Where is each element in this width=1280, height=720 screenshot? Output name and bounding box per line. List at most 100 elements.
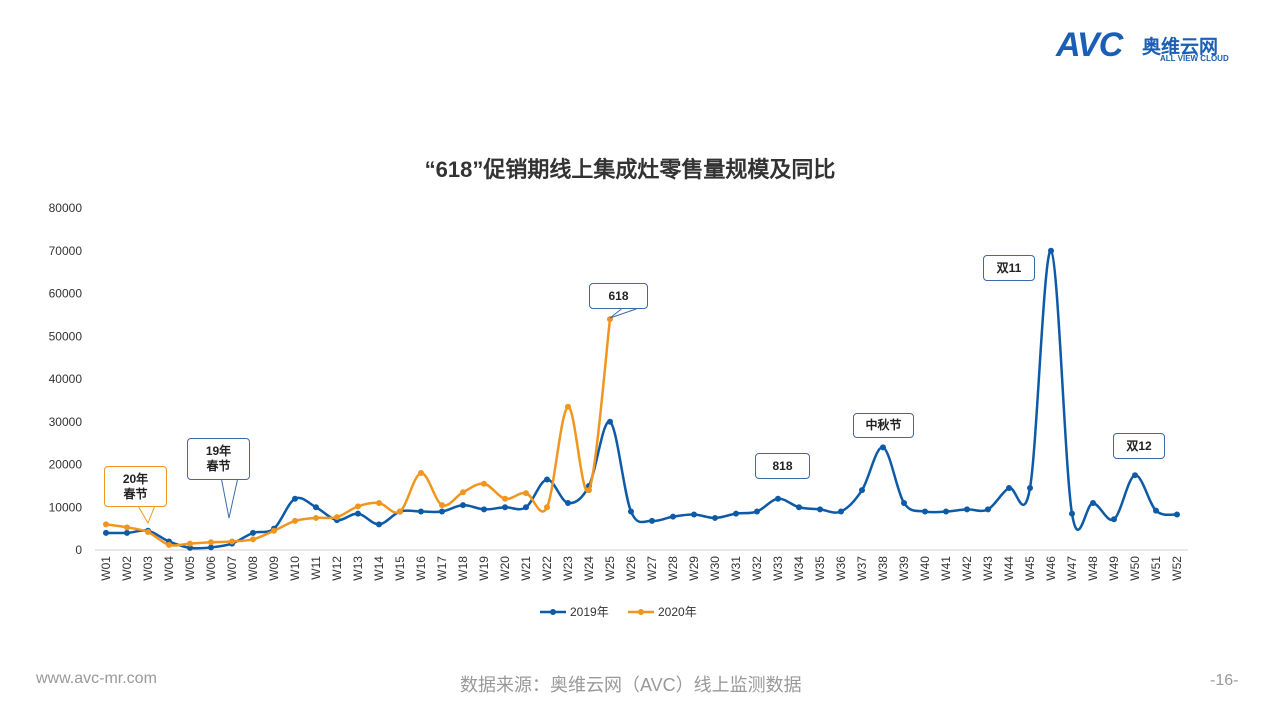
data-point: [145, 529, 151, 536]
data-point: [355, 510, 361, 517]
legend-marker: [550, 609, 556, 615]
data-point: [859, 487, 865, 494]
x-tick-label: W42: [960, 556, 974, 581]
data-point: [964, 506, 970, 513]
x-tick-label: W10: [288, 556, 302, 581]
data-point: [334, 514, 340, 521]
x-tick-label: W49: [1107, 556, 1121, 581]
data-point: [586, 487, 592, 494]
data-point: [943, 508, 949, 515]
x-tick-label: W14: [372, 556, 386, 581]
x-tick-label: W37: [855, 556, 869, 581]
y-tick-label: 40000: [49, 372, 83, 386]
data-point: [670, 513, 676, 520]
data-point: [1006, 485, 1012, 492]
annotation: 双12: [1113, 433, 1165, 459]
x-tick-label: W44: [1002, 556, 1016, 581]
x-tick-label: W51: [1149, 556, 1163, 581]
x-tick-label: W11: [309, 556, 323, 580]
data-point: [817, 506, 823, 513]
data-point: [355, 503, 361, 510]
data-point: [754, 508, 760, 515]
annotation: 618: [589, 283, 648, 309]
data-point: [565, 403, 571, 410]
data-point: [418, 508, 424, 515]
x-tick-label: W02: [120, 556, 134, 581]
data-point: [103, 521, 109, 528]
data-point: [565, 499, 571, 506]
data-point: [628, 508, 634, 515]
data-point: [418, 470, 424, 477]
annotation: 818: [755, 453, 810, 479]
callout-pointer: [221, 479, 238, 519]
data-point: [607, 418, 613, 425]
data-point: [124, 529, 130, 536]
annotation: 双11: [983, 255, 1035, 281]
data-point: [313, 514, 319, 521]
data-point: [922, 508, 928, 515]
data-point: [460, 502, 466, 509]
x-tick-label: W26: [624, 556, 638, 581]
logo: AVC: [1056, 26, 1123, 64]
annotation: 中秋节: [853, 413, 914, 438]
x-tick-label: W13: [351, 556, 365, 581]
x-tick-label: W35: [813, 556, 827, 581]
x-tick-label: W45: [1023, 556, 1037, 581]
x-tick-label: W17: [435, 556, 449, 581]
data-point: [250, 529, 256, 536]
data-point: [103, 529, 109, 536]
data-point: [1090, 499, 1096, 506]
data-point: [376, 499, 382, 506]
data-point: [124, 524, 130, 531]
data-point: [796, 504, 802, 511]
data-point: [1111, 516, 1117, 523]
data-point: [985, 506, 991, 513]
annotation: 19年 春节: [187, 438, 250, 480]
data-point: [1132, 472, 1138, 479]
data-point: [460, 489, 466, 496]
x-tick-label: W05: [183, 556, 197, 581]
data-point: [1027, 485, 1033, 492]
data-point: [712, 514, 718, 521]
x-tick-label: W03: [141, 556, 155, 581]
data-point: [733, 510, 739, 517]
data-point: [1153, 507, 1159, 514]
y-tick-label: 10000: [49, 500, 83, 514]
source: 数据来源：奥维云网（AVC）线上监测数据: [460, 675, 802, 695]
data-point: [523, 490, 529, 497]
x-tick-label: W21: [519, 556, 533, 581]
x-tick-label: W01: [99, 556, 113, 581]
y-tick-label: 60000: [49, 287, 83, 301]
y-tick-label: 50000: [49, 329, 83, 343]
data-point: [649, 517, 655, 524]
x-tick-label: W15: [393, 556, 407, 581]
data-point: [439, 508, 445, 515]
data-point: [1069, 510, 1075, 517]
callout-pointer: [138, 506, 155, 525]
data-point: [250, 536, 256, 543]
y-tick-label: 30000: [49, 415, 83, 429]
x-tick-label: W43: [981, 556, 995, 581]
data-point: [502, 504, 508, 511]
data-point: [1048, 247, 1054, 254]
x-tick-label: W23: [561, 556, 575, 581]
x-tick-label: W41: [939, 556, 953, 581]
x-tick-label: W20: [498, 556, 512, 581]
x-tick-label: W19: [477, 556, 491, 581]
data-point: [166, 541, 172, 548]
x-tick-label: W47: [1065, 556, 1079, 581]
callout-pointer: [609, 308, 637, 319]
data-point: [187, 544, 193, 551]
x-tick-label: W12: [330, 556, 344, 581]
x-tick-label: W18: [456, 556, 470, 581]
data-point: [271, 527, 277, 534]
x-tick-label: W27: [645, 556, 659, 581]
data-point: [880, 444, 886, 451]
x-tick-label: W16: [414, 556, 428, 581]
x-tick-label: W31: [729, 556, 743, 581]
x-tick-label: W33: [771, 556, 785, 581]
x-tick-label: W39: [897, 556, 911, 581]
data-point: [229, 538, 235, 545]
